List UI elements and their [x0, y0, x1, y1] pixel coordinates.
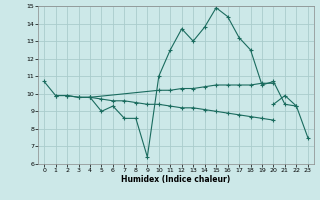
X-axis label: Humidex (Indice chaleur): Humidex (Indice chaleur)	[121, 175, 231, 184]
